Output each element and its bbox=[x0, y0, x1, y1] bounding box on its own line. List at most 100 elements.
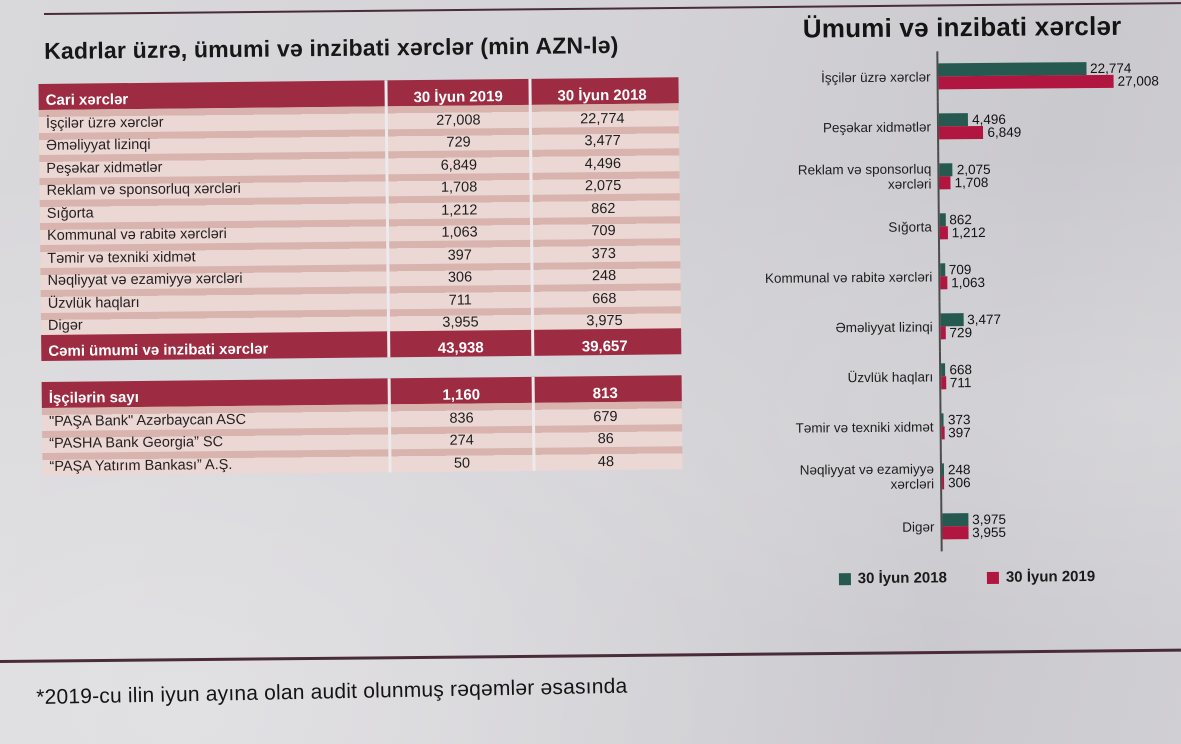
expenses-table-body: İşçilər üzrə xərclər 27,008 22,774 Əməliyya… bbox=[38, 103, 682, 335]
value-2018-cell: 3,477 bbox=[528, 125, 674, 150]
bar-value: 711 bbox=[949, 375, 972, 391]
bar-line: 1,212 bbox=[939, 224, 1176, 240]
bar-2018 bbox=[940, 263, 945, 277]
chart-category-label: Peşəkar xidmətlər bbox=[822, 118, 932, 135]
bar-2019 bbox=[941, 426, 945, 440]
chart-bars: 2,075 1,708 bbox=[937, 149, 1176, 202]
value-2019-cell: 306 bbox=[386, 262, 531, 287]
chart-bars: 709 1,063 bbox=[938, 249, 1177, 302]
value-2018-cell: 679 bbox=[531, 401, 677, 426]
chart-bars: 3,477 729 bbox=[938, 299, 1177, 352]
chart-row: Nəqliyyat və ezamiyyə xərcləri 248 306 bbox=[754, 449, 1179, 503]
staff-table-body: "PAŞA Bank" Azərbaycan ASC 836 679 “PASHA B… bbox=[41, 401, 683, 476]
bar-line: 1,063 bbox=[940, 274, 1176, 291]
total-2019-cell: 43,938 bbox=[387, 329, 532, 358]
value-2018-cell: 862 bbox=[529, 193, 674, 218]
bar-2019 bbox=[939, 176, 951, 190]
row-label-cell: “PAŞA Yatırım Bankası” A.Ş. bbox=[49, 456, 233, 475]
bar-value: 306 bbox=[948, 475, 971, 491]
bar-line: 729 bbox=[940, 324, 1177, 341]
chart-row: Təmir və texniki xidmət 373 397 bbox=[753, 399, 1178, 453]
value-2019-cell: 711 bbox=[386, 284, 531, 309]
legend-item-2019: 30 İyun 2019 bbox=[986, 568, 1096, 586]
chart-category-label: Sığorta bbox=[888, 218, 932, 235]
value-2019-cell: 50 bbox=[388, 447, 533, 472]
chart-bars: 22,774 27,008 bbox=[936, 49, 1175, 102]
value-2018-cell: 373 bbox=[530, 238, 675, 263]
bar-line: 27,008 bbox=[938, 73, 1175, 90]
bar-2018 bbox=[939, 213, 946, 227]
bar-2019 bbox=[940, 276, 948, 290]
value-2019-cell: 397 bbox=[386, 239, 531, 264]
footnote: *2019-cu ilin iyun ayına olan audit olun… bbox=[36, 674, 628, 709]
staff-header-label-cell: İşçilərin sayı bbox=[48, 388, 139, 407]
value-2018-cell: 48 bbox=[532, 446, 677, 471]
bar-2018 bbox=[941, 413, 945, 427]
chart-bars: 248 306 bbox=[939, 449, 1179, 502]
bar-value: 397 bbox=[948, 425, 971, 441]
value-2018-cell: 3,975 bbox=[530, 305, 676, 330]
header-col-2019: 30 İyun 2019 bbox=[384, 78, 529, 107]
bar-2019 bbox=[938, 74, 1114, 90]
chart-legend: 30 İyun 2018 30 İyun 2019 bbox=[755, 567, 1179, 588]
bar-2018 bbox=[938, 62, 1087, 77]
bar-value: 1,708 bbox=[954, 174, 989, 191]
legend-label-2019: 30 İyun 2019 bbox=[1005, 568, 1096, 586]
chart-bars: 862 1,212 bbox=[937, 199, 1177, 252]
legend-swatch-2019 bbox=[986, 571, 999, 584]
bar-2019 bbox=[938, 125, 984, 140]
chart-row: İşçilər üzrə xərclər 22,774 27,008 bbox=[750, 49, 1175, 103]
chart-category-label: Nəqliyyat və ezamiyyə xərcləri bbox=[799, 461, 935, 492]
bar-line: 397 bbox=[941, 424, 1178, 441]
staff-count-table: İşçilərin sayı 1,160 813 "PAŞA Bank" Azə… bbox=[41, 375, 683, 476]
bar-value: 3,955 bbox=[972, 524, 1007, 541]
bar-2019 bbox=[940, 326, 946, 340]
chart-bars: 3,975 3,955 bbox=[940, 499, 1179, 552]
value-2018-cell: 709 bbox=[529, 215, 675, 240]
bar-line: 3,955 bbox=[942, 524, 1178, 541]
bottom-rule bbox=[0, 648, 1181, 663]
bar-line: 306 bbox=[942, 474, 1178, 491]
bar-2018 bbox=[941, 363, 946, 377]
chart-bars: 4,496 6,849 bbox=[936, 99, 1176, 152]
chart-category-label: Təmir və texniki xidmət bbox=[795, 418, 934, 436]
bar-line: 6,849 bbox=[938, 124, 1175, 140]
value-2018-cell: 4,496 bbox=[529, 148, 674, 173]
total-label-cell: Cəmi ümumi və inzibati xərclər bbox=[48, 340, 269, 360]
staff-header-2018-cell: 813 bbox=[531, 375, 676, 403]
bar-value: 3,477 bbox=[967, 311, 1002, 328]
header-col-2018: 30 İyun 2018 bbox=[528, 77, 673, 105]
chart-row: Kommunal və rabitə xərcləri 709 1,063 bbox=[752, 249, 1177, 303]
bar-value: 6,849 bbox=[987, 124, 1022, 140]
value-2019-cell: 3,955 bbox=[386, 307, 532, 332]
bar-2019 bbox=[941, 376, 946, 390]
bar-value: 1,063 bbox=[951, 274, 986, 291]
chart-bars: 373 397 bbox=[939, 399, 1178, 452]
bar-chart: İşçilər üzrə xərclər 22,774 27,008 Peşəkar … bbox=[750, 49, 1179, 553]
legend-swatch-2018 bbox=[838, 572, 851, 585]
bar-2019 bbox=[942, 526, 969, 540]
bar-2019 bbox=[942, 476, 945, 490]
chart-bars: 668 711 bbox=[938, 349, 1178, 402]
chart-category-label: Əməliyyat lizinqi bbox=[835, 318, 933, 335]
chart-block: Ümumi və inzibati xərclər İşçilər üzrə x… bbox=[750, 10, 1179, 588]
value-2019-cell: 1,063 bbox=[385, 217, 531, 242]
chart-row: Peşəkar xidmətlər 4,496 6,849 bbox=[751, 99, 1176, 153]
value-2019-cell: 1,708 bbox=[385, 172, 530, 197]
chart-row: Üzvlük haqları 668 711 bbox=[753, 349, 1178, 403]
value-2018-cell: 248 bbox=[530, 260, 675, 285]
value-2018-cell: 668 bbox=[530, 283, 675, 308]
value-2018-cell: 22,774 bbox=[528, 103, 673, 128]
header-label-cell: Cari xərclər bbox=[45, 91, 129, 109]
chart-row: Sığorta 862 1,212 bbox=[752, 199, 1177, 253]
value-2018-cell: 86 bbox=[532, 423, 677, 448]
chart-category-label: Üzvlük haqları bbox=[847, 368, 934, 385]
value-2019-cell: 729 bbox=[384, 127, 530, 152]
bar-2018 bbox=[938, 113, 969, 127]
expenses-table: Cari xərclər 30 İyun 2019 30 İyun 2018 İ… bbox=[38, 77, 682, 361]
bar-value: 729 bbox=[949, 325, 973, 341]
chart-row: Digər 3,975 3,955 bbox=[754, 499, 1179, 553]
staff-header-2019-cell: 1,160 bbox=[387, 376, 532, 405]
chart-category-label: Kommunal və rabitə xərcləri bbox=[764, 268, 933, 286]
